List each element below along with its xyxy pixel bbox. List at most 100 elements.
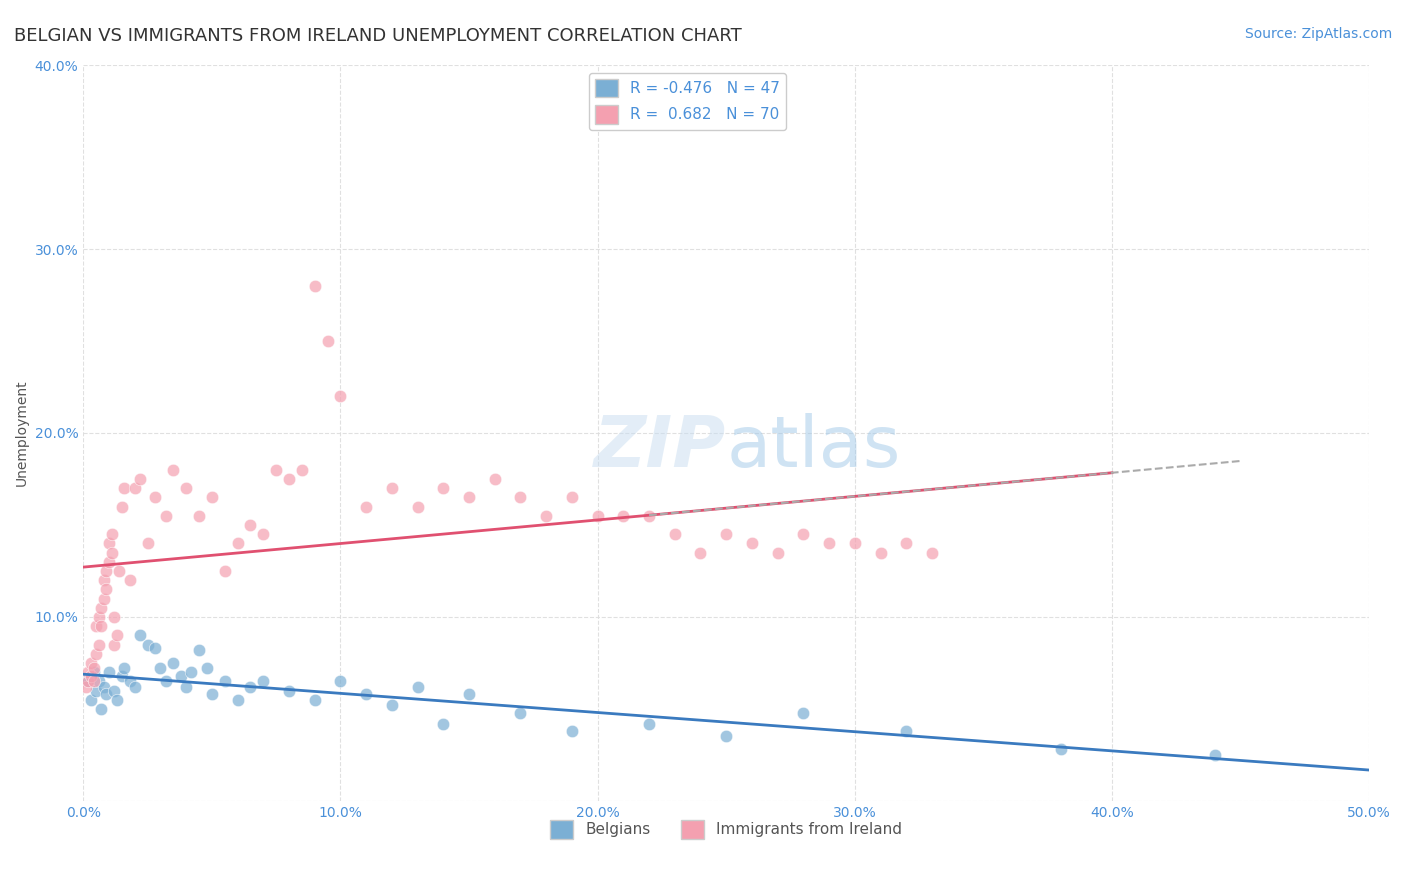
Point — [329, 389, 352, 403]
Point — [96, 564, 118, 578]
Point — [103, 610, 125, 624]
Point — [354, 500, 377, 514]
Point — [108, 564, 131, 578]
Point — [93, 573, 115, 587]
Point — [304, 278, 326, 293]
Point — [509, 706, 531, 720]
Point — [136, 638, 159, 652]
Point — [188, 508, 211, 523]
Point — [818, 536, 841, 550]
Point — [83, 665, 105, 679]
Point — [792, 527, 814, 541]
Point — [664, 527, 686, 541]
Point — [1049, 742, 1071, 756]
Point — [291, 463, 314, 477]
Point — [896, 723, 918, 738]
Point — [406, 500, 429, 514]
Point — [75, 680, 97, 694]
Point — [83, 674, 105, 689]
Point — [329, 674, 352, 689]
Point — [406, 680, 429, 694]
Point — [98, 665, 121, 679]
Point — [105, 692, 128, 706]
Text: ZIP: ZIP — [593, 413, 727, 483]
Point — [792, 706, 814, 720]
Point — [80, 692, 103, 706]
Point — [100, 545, 122, 559]
Point — [239, 680, 262, 694]
Point — [741, 536, 763, 550]
Point — [114, 661, 136, 675]
Point — [264, 463, 287, 477]
Point — [689, 545, 711, 559]
Point — [214, 564, 236, 578]
Text: Source: ZipAtlas.com: Source: ZipAtlas.com — [1244, 27, 1392, 41]
Point — [90, 619, 112, 633]
Point — [612, 508, 634, 523]
Point — [111, 669, 134, 683]
Point — [381, 481, 404, 495]
Point — [111, 500, 134, 514]
Point — [155, 674, 177, 689]
Point — [80, 669, 103, 683]
Point — [174, 680, 197, 694]
Point — [118, 573, 141, 587]
Point — [90, 600, 112, 615]
Point — [586, 508, 609, 523]
Point — [128, 628, 150, 642]
Point — [93, 591, 115, 606]
Point — [143, 491, 166, 505]
Point — [103, 683, 125, 698]
Point — [534, 508, 557, 523]
Point — [252, 527, 274, 541]
Point — [98, 536, 121, 550]
Point — [124, 680, 146, 694]
Point — [458, 687, 481, 701]
Point — [84, 619, 107, 633]
Point — [114, 481, 136, 495]
Point — [195, 661, 218, 675]
Point — [278, 472, 301, 486]
Point — [239, 518, 262, 533]
Point — [84, 647, 107, 661]
Point — [432, 481, 454, 495]
Point — [484, 472, 506, 486]
Point — [162, 656, 184, 670]
Point — [201, 491, 224, 505]
Point — [98, 555, 121, 569]
Point — [869, 545, 891, 559]
Point — [77, 674, 100, 689]
Point — [716, 730, 738, 744]
Point — [105, 628, 128, 642]
Point — [458, 491, 481, 505]
Point — [432, 716, 454, 731]
Text: atlas: atlas — [727, 413, 901, 483]
Point — [188, 643, 211, 657]
Point — [87, 638, 110, 652]
Point — [716, 527, 738, 541]
Point — [170, 669, 193, 683]
Point — [766, 545, 789, 559]
Point — [90, 702, 112, 716]
Point — [1204, 747, 1226, 762]
Point — [638, 508, 661, 523]
Y-axis label: Unemployment: Unemployment — [15, 380, 30, 486]
Point — [128, 472, 150, 486]
Point — [162, 463, 184, 477]
Point — [921, 545, 943, 559]
Point — [136, 536, 159, 550]
Point — [844, 536, 866, 550]
Point — [561, 491, 583, 505]
Point — [96, 687, 118, 701]
Point — [561, 723, 583, 738]
Point — [509, 491, 531, 505]
Point — [278, 683, 301, 698]
Point — [155, 508, 177, 523]
Point — [100, 527, 122, 541]
Point — [96, 582, 118, 597]
Text: BELGIAN VS IMMIGRANTS FROM IRELAND UNEMPLOYMENT CORRELATION CHART: BELGIAN VS IMMIGRANTS FROM IRELAND UNEMP… — [14, 27, 742, 45]
Point — [124, 481, 146, 495]
Point — [143, 641, 166, 656]
Legend: Belgians, Immigrants from Ireland: Belgians, Immigrants from Ireland — [544, 814, 908, 845]
Point — [252, 674, 274, 689]
